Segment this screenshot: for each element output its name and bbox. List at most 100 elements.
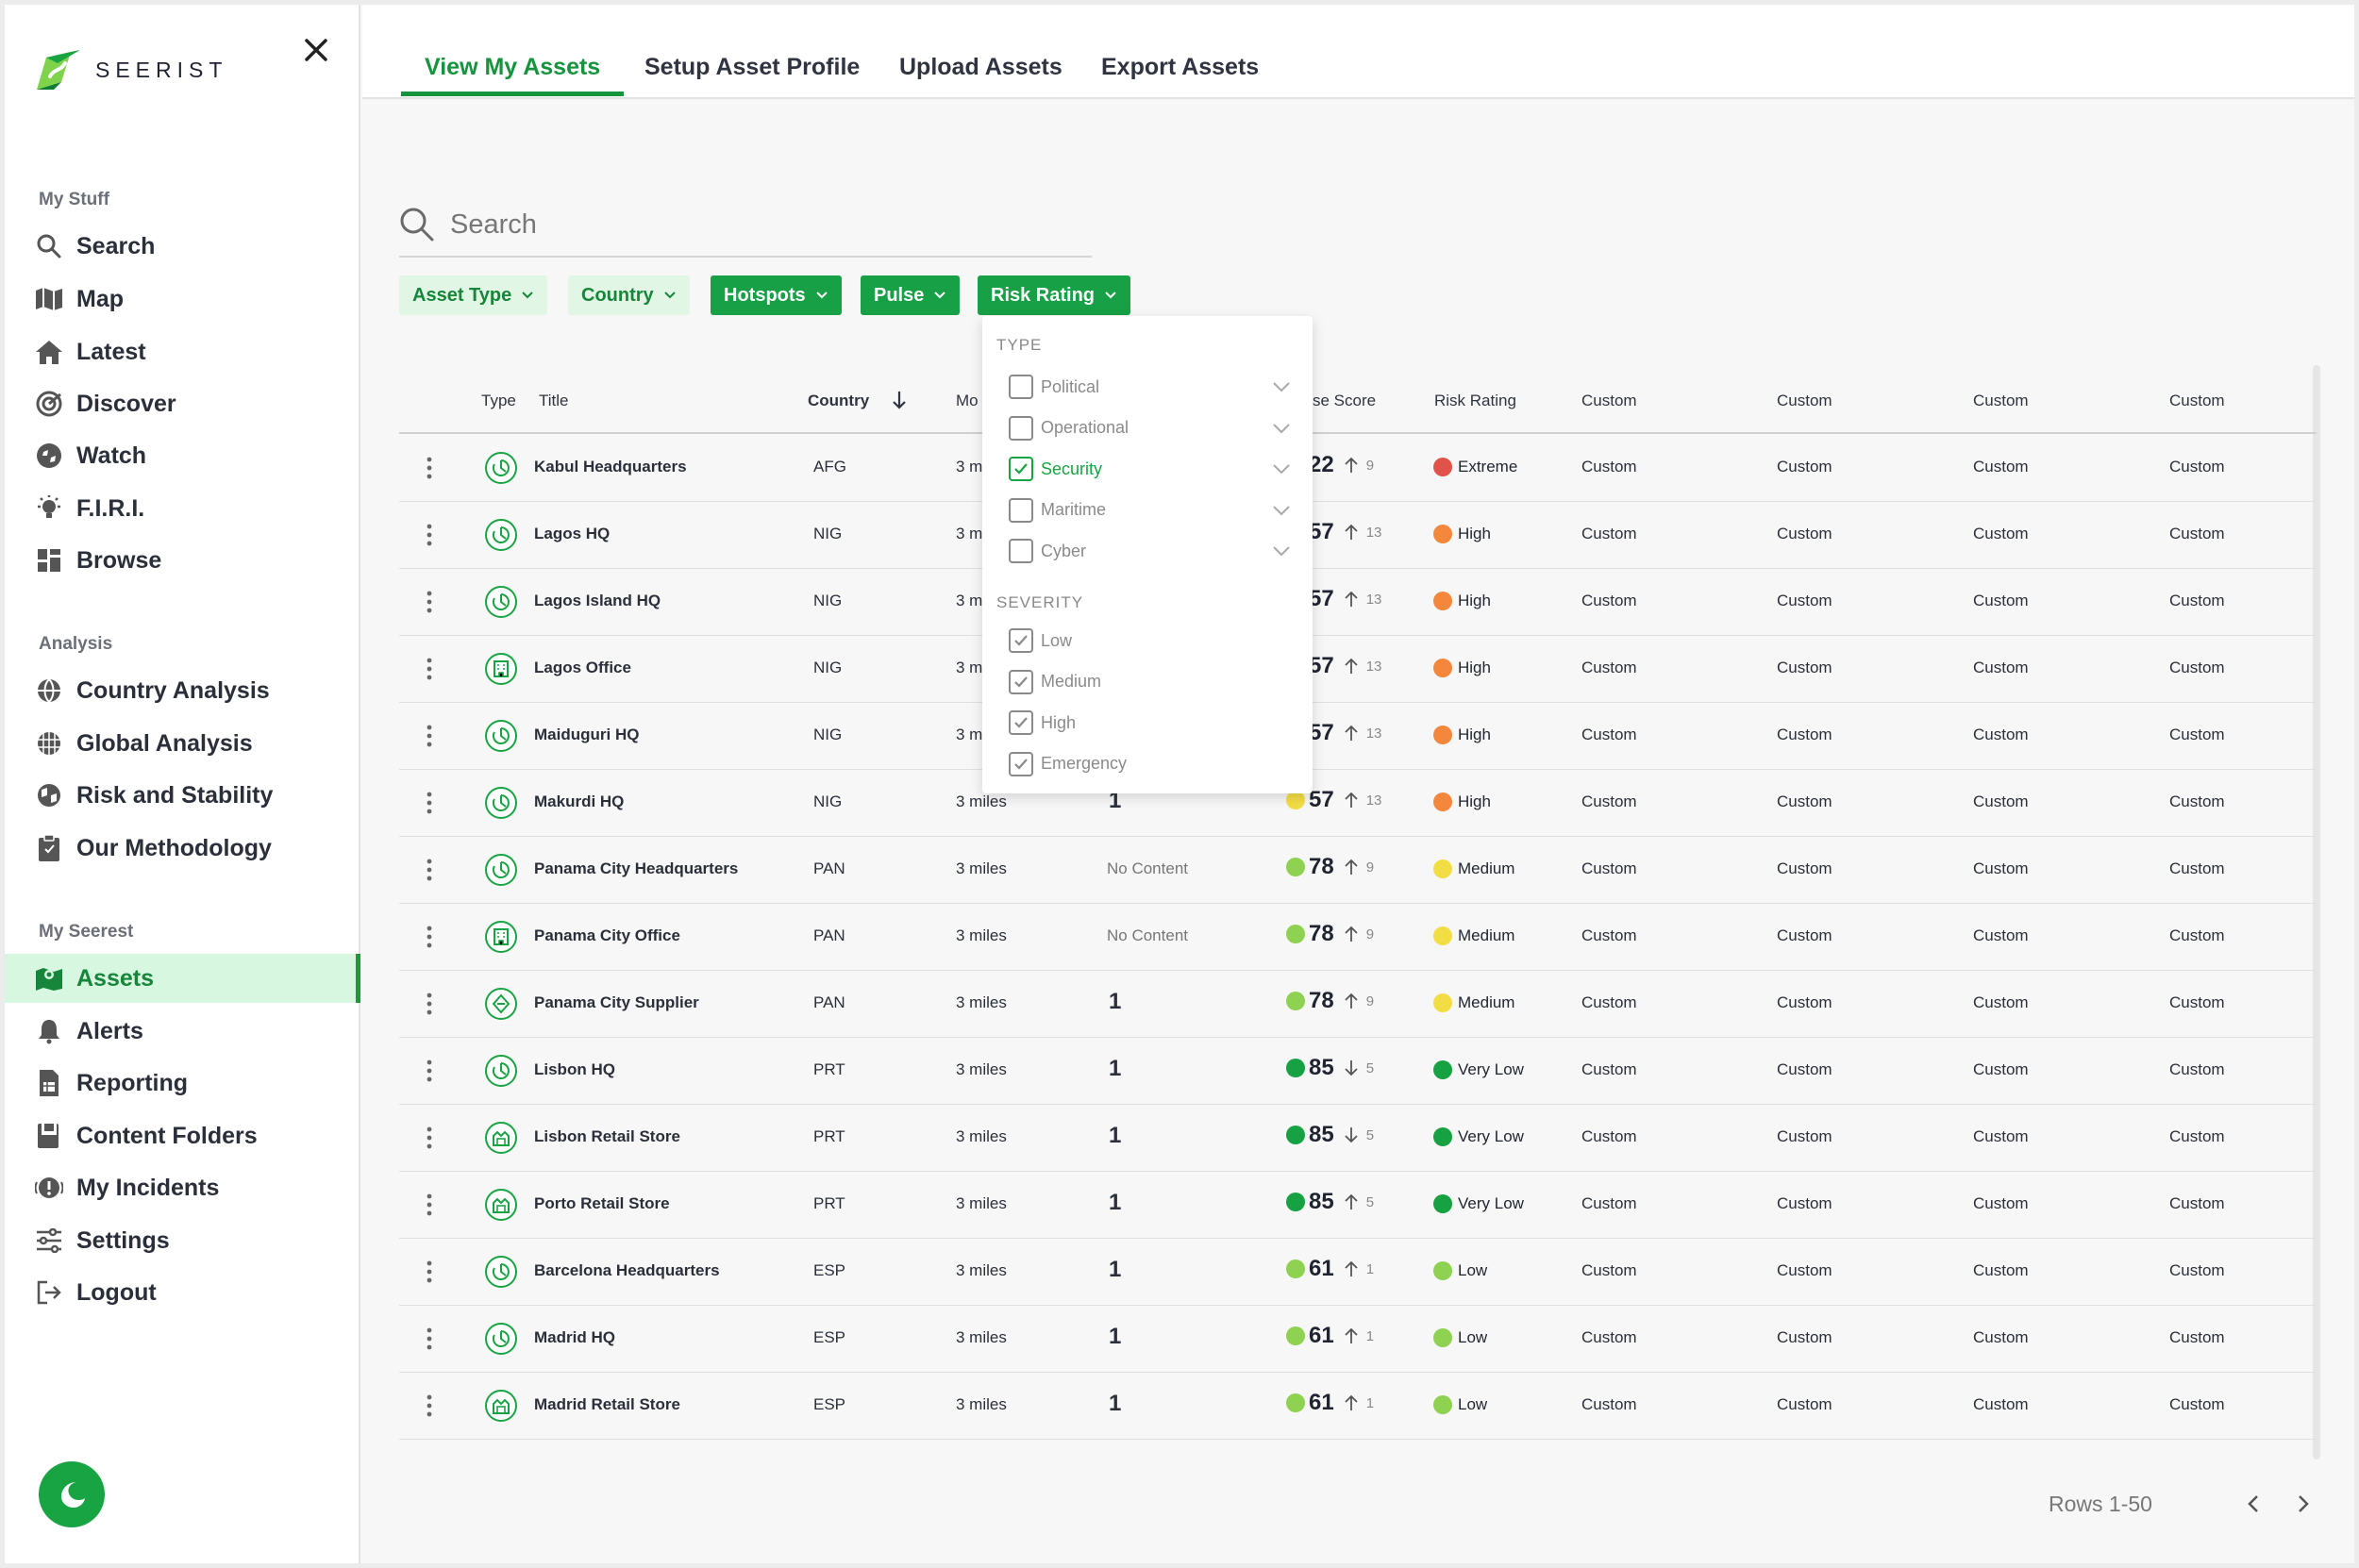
sidebar-item-risk-and-stability[interactable]: Risk and Stability (5, 771, 360, 820)
more-options-icon[interactable] (422, 923, 437, 951)
chevron-right-icon[interactable] (2290, 1492, 2315, 1516)
more-options-icon[interactable] (422, 1057, 437, 1085)
sidebar-item-reporting[interactable]: Reporting (5, 1059, 360, 1108)
asset-title[interactable]: Maiduguri HQ (534, 726, 640, 743)
table-row[interactable]: Lisbon HQ PRT 3 miles 1 85 5 Very Low Custom Cus… (399, 1038, 2317, 1105)
checkbox[interactable] (1009, 751, 1033, 776)
checkbox[interactable] (1009, 415, 1033, 441)
sidebar-item-global-analysis[interactable]: Global Analysis (5, 719, 360, 768)
table-row[interactable]: Panama City Supplier PAN 3 miles 1 78 9 Medium… (399, 971, 2317, 1038)
dropdown-option-security[interactable]: Security (1009, 453, 1292, 485)
close-sidebar-icon[interactable] (299, 33, 333, 67)
asset-title[interactable]: Panama City Headquarters (534, 859, 739, 877)
asset-title[interactable]: Panama City Office (534, 926, 680, 944)
sort-down-icon[interactable] (890, 390, 909, 410)
checkbox[interactable] (1009, 628, 1033, 653)
checkbox[interactable] (1009, 457, 1033, 481)
table-row[interactable]: Lagos Island HQ NIG 3 m 57 13 High Custom Custo… (399, 569, 2317, 636)
dropdown-option-maritime[interactable]: Maritime (1009, 494, 1292, 526)
tab-setup-asset-profile[interactable]: Setup Asset Profile (644, 54, 861, 80)
dropdown-option-operational[interactable]: Operational (1009, 412, 1292, 444)
asset-title[interactable]: Lisbon HQ (534, 1060, 615, 1078)
asset-title[interactable]: Lagos HQ (534, 525, 611, 542)
asset-title[interactable]: Madrid HQ (534, 1328, 615, 1346)
more-options-icon[interactable] (422, 1392, 437, 1420)
sidebar-item-alerts[interactable]: Alerts (5, 1007, 360, 1056)
filter-asset-type[interactable]: Asset Type (399, 275, 548, 315)
asset-title[interactable]: Lisbon Retail Store (534, 1127, 680, 1145)
sidebar-item-watch[interactable]: Watch (5, 431, 360, 480)
sidebar-item-browse[interactable]: Browse (5, 536, 360, 585)
asset-title[interactable]: Madrid Retail Store (534, 1395, 680, 1413)
table-row[interactable]: Madrid HQ ESP 3 miles 1 61 1 Low Custom Custom Cu… (399, 1306, 2317, 1373)
asset-title[interactable]: Lagos Island HQ (534, 592, 661, 609)
more-options-icon[interactable] (422, 990, 437, 1018)
asset-title[interactable]: Panama City Supplier (534, 993, 699, 1011)
more-options-icon[interactable] (422, 588, 437, 616)
sidebar-item-firi[interactable]: F.I.R.I. (5, 484, 360, 533)
table-row[interactable]: Porto Retail Store PRT 3 miles 1 85 5 Very Low… (399, 1172, 2317, 1239)
dropdown-option-emergency[interactable]: Emergency (1009, 748, 1292, 780)
more-options-icon[interactable] (422, 655, 437, 683)
more-options-icon[interactable] (422, 1124, 437, 1152)
sidebar-item-country-analysis[interactable]: Country Analysis (5, 666, 360, 715)
more-options-icon[interactable] (422, 722, 437, 750)
dark-mode-toggle-button[interactable] (39, 1461, 105, 1527)
more-options-icon[interactable] (422, 1191, 437, 1219)
sidebar-item-settings[interactable]: Settings (5, 1216, 360, 1265)
asset-title[interactable]: Barcelona Headquarters (534, 1261, 720, 1279)
chevron-left-icon[interactable] (2242, 1492, 2267, 1516)
column-header-country[interactable]: Country (808, 392, 870, 409)
search-input[interactable] (450, 209, 1063, 241)
table-row[interactable]: Lagos Office NIG 3 m 57 13 High Custom Custom Cu… (399, 636, 2317, 703)
tab-view-my-assets[interactable]: View My Assets (425, 54, 601, 80)
more-options-icon[interactable] (422, 454, 437, 482)
dropdown-option-low[interactable]: Low (1009, 625, 1292, 657)
column-header-custom-2[interactable]: Custom (1777, 392, 1832, 409)
table-row[interactable]: Panama City Office PAN 3 miles No Content 78… (399, 904, 2317, 971)
column-header-risk-rating[interactable]: Risk Rating (1434, 392, 1516, 409)
brand-logo[interactable]: SEERIST (33, 48, 227, 92)
filter-country[interactable]: Country (568, 275, 690, 315)
sidebar-item-map[interactable]: Map (5, 275, 360, 324)
chevron-down-icon[interactable] (1271, 459, 1292, 479)
sidebar-item-my-incidents[interactable]: My Incidents (5, 1163, 360, 1212)
chevron-down-icon[interactable] (1271, 500, 1292, 521)
table-scrollbar[interactable] (2313, 365, 2320, 1460)
dropdown-option-medium[interactable]: Medium (1009, 666, 1292, 698)
filter-hotspots[interactable]: Hotspots (711, 275, 842, 315)
table-row[interactable]: Barcelona Headquarters ESP 3 miles 1 61 1 Low C… (399, 1239, 2317, 1306)
column-header-custom-1[interactable]: Custom (1581, 392, 1637, 409)
sidebar-item-assets[interactable]: Assets (5, 954, 360, 1003)
dropdown-option-political[interactable]: Political (1009, 371, 1292, 403)
table-row[interactable]: Lisbon Retail Store PRT 3 miles 1 85 5 Very Lo… (399, 1105, 2317, 1172)
asset-title[interactable]: Porto Retail Store (534, 1194, 670, 1212)
more-options-icon[interactable] (422, 521, 437, 549)
sidebar-item-discover[interactable]: Discover (5, 379, 360, 428)
sidebar-item-logout[interactable]: Logout (5, 1268, 360, 1317)
column-header-mo[interactable]: Mo (956, 392, 979, 409)
checkbox[interactable] (1009, 539, 1033, 563)
dropdown-option-cyber[interactable]: Cyber (1009, 535, 1292, 567)
table-row[interactable]: Makurdi HQ NIG 3 miles 1 57 13 High Custom Custo… (399, 770, 2317, 837)
column-header-custom-3[interactable]: Custom (1973, 392, 2029, 409)
sidebar-item-latest[interactable]: Latest (5, 327, 360, 376)
asset-title[interactable]: Makurdi HQ (534, 792, 625, 810)
checkbox[interactable] (1009, 497, 1033, 523)
sidebar-item-content-folders[interactable]: Content Folders (5, 1111, 360, 1160)
asset-title[interactable]: Lagos Office (534, 659, 631, 676)
filter-risk-rating[interactable]: Risk Rating (978, 275, 1131, 315)
more-options-icon[interactable] (422, 1258, 437, 1286)
column-header-custom-4[interactable]: Custom (2169, 392, 2225, 409)
filter-pulse[interactable]: Pulse (861, 275, 961, 315)
table-row[interactable]: Panama City Headquarters PAN 3 miles No Con… (399, 837, 2317, 904)
more-options-icon[interactable] (422, 856, 437, 884)
checkbox[interactable] (1009, 669, 1033, 694)
checkbox[interactable] (1009, 710, 1033, 735)
column-header-title[interactable]: Title (539, 392, 569, 409)
checkbox[interactable] (1009, 375, 1033, 399)
table-row[interactable]: Madrid Retail Store ESP 3 miles 1 61 1 Low Cust… (399, 1373, 2317, 1440)
asset-title[interactable]: Kabul Headquarters (534, 458, 687, 475)
sidebar-item-search[interactable]: Search (5, 222, 360, 271)
tab-export-assets[interactable]: Export Assets (1101, 54, 1260, 80)
